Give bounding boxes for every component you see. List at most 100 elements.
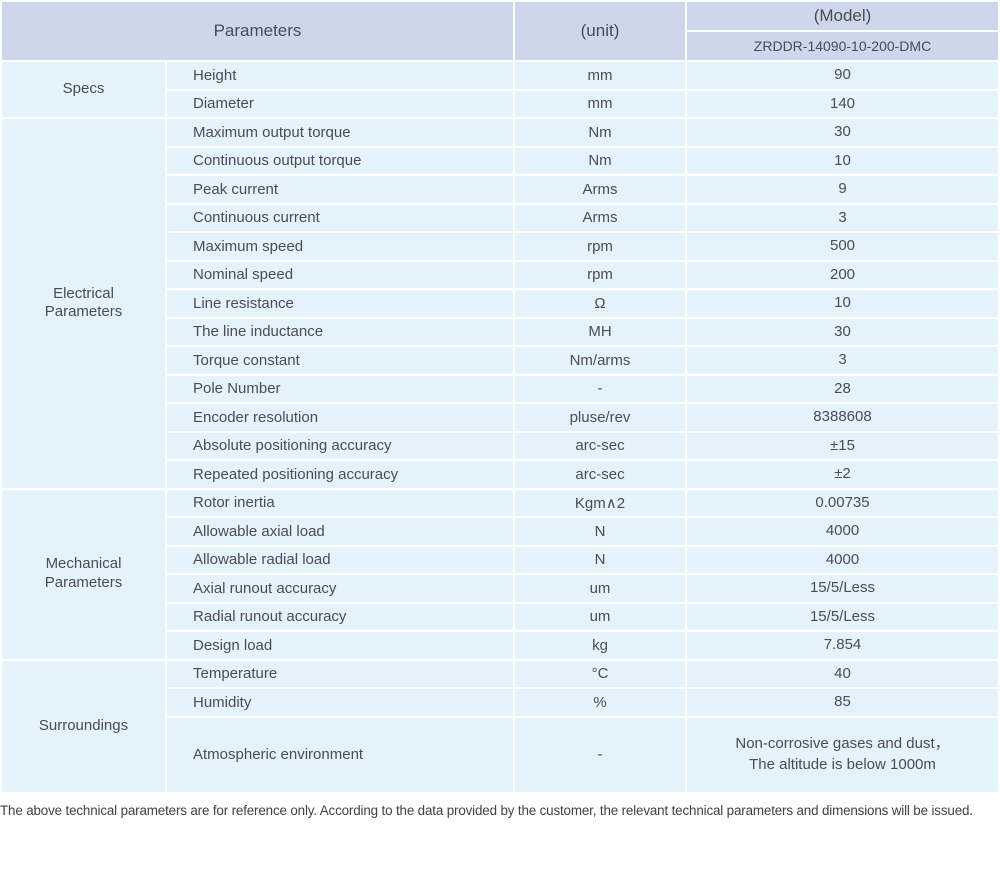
value-cell: 85 <box>687 689 1000 718</box>
header-model-number: ZRDDR-14090-10-200-DMC <box>687 32 1000 62</box>
param-cell: Line resistance <box>167 290 515 319</box>
param-cell: Maximum output torque <box>167 119 515 148</box>
unit-cell: rpm <box>515 233 687 262</box>
unit-cell: MH <box>515 318 687 347</box>
table-row: Repeated positioning accuracy arc-sec ±2 <box>2 461 1000 490</box>
category-cell: Surroundings <box>2 660 167 794</box>
table-row: Humidity% 85 <box>2 689 1000 718</box>
param-cell: Axial runout accuracy <box>167 575 515 604</box>
table-row: Surroundings Temperature °C 40 <box>2 660 1000 794</box>
value-cell: 3 <box>687 204 1000 233</box>
table-row: Nominal speed rpm 200 <box>2 261 1000 290</box>
category-cell: Electrical Parameters <box>2 119 167 490</box>
param-cell: Height <box>167 62 515 91</box>
value-cell: 200 <box>687 261 1000 290</box>
value-cell: 9 <box>687 176 1000 205</box>
unit-cell: Kgm∧2 <box>515 489 687 518</box>
table-row: Allowable radial load N 4000 <box>2 546 1000 575</box>
param-cell: Torque constant <box>167 347 515 376</box>
param-cell: Repeated positioning accuracy <box>167 461 515 490</box>
footer-note: The above technical parameters are for r… <box>0 802 973 818</box>
table-row: Radial runout accuracy um 15/5/Less <box>2 603 1000 632</box>
unit-cell: mm <box>515 90 687 119</box>
value-cell: ±2 <box>687 461 1000 490</box>
param-cell: Temperature <box>167 660 515 689</box>
param-cell: Nominal speed <box>167 261 515 290</box>
value-cell: Non-corrosive gases and dust， The altitu… <box>687 717 1000 794</box>
category-cell: Specs <box>2 62 167 119</box>
unit-cell: arc-sec <box>515 432 687 461</box>
unit-cell: - <box>515 375 687 404</box>
unit-cell: Nm/arms <box>515 347 687 376</box>
param-cell: Diameter <box>167 90 515 119</box>
value-cell: 7.854 <box>687 632 1000 661</box>
value-cell: ±15 <box>687 432 1000 461</box>
category-cell: Mechanical Parameters <box>2 489 167 661</box>
table-header: Parameters (unit) (Model) ZRDDR-14090-10… <box>2 2 1000 62</box>
value-cell: 10 <box>687 290 1000 319</box>
header-model: (Model) <box>687 2 1000 32</box>
value-cell: 3 <box>687 347 1000 376</box>
unit-cell: N <box>515 546 687 575</box>
value-cell: 4000 <box>687 518 1000 547</box>
unit-cell: % <box>515 689 687 718</box>
param-cell: Allowable radial load <box>167 546 515 575</box>
value-cell: 0.00735 <box>687 489 1000 518</box>
param-cell: Radial runout accuracy <box>167 603 515 632</box>
unit-cell: kg <box>515 632 687 661</box>
value-cell: 500 <box>687 233 1000 262</box>
value-cell: 8388608 <box>687 404 1000 433</box>
param-cell: Peak current <box>167 176 515 205</box>
value-cell: 10 <box>687 147 1000 176</box>
table-row: Axial runout accuracy um 15/5/Less <box>2 575 1000 604</box>
param-cell: Absolute positioning accuracy <box>167 432 515 461</box>
unit-cell: Ω <box>515 290 687 319</box>
table-row: Continuous output torque Nm 10 <box>2 147 1000 176</box>
unit-cell: rpm <box>515 261 687 290</box>
param-cell: Rotor inertia <box>167 489 515 518</box>
unit-cell: Arms <box>515 176 687 205</box>
table-row: Maximum speed rpm 500 <box>2 233 1000 262</box>
param-cell: Atmospheric environment <box>167 717 515 794</box>
unit-cell: Nm <box>515 147 687 176</box>
value-cell: 30 <box>687 318 1000 347</box>
param-cell: Pole Number <box>167 375 515 404</box>
unit-cell: mm <box>515 62 687 91</box>
unit-cell: Arms <box>515 204 687 233</box>
param-cell: Continuous output torque <box>167 147 515 176</box>
table-row: Line resistance Ω 10 <box>2 290 1000 319</box>
value-cell: 40 <box>687 660 1000 689</box>
unit-cell: N <box>515 518 687 547</box>
unit-cell: Nm <box>515 119 687 148</box>
value-cell: 15/5/Less <box>687 575 1000 604</box>
parameters-table: Parameters (unit) (Model) ZRDDR-14090-10… <box>0 0 1000 794</box>
value-cell: 90 <box>687 62 1000 91</box>
table-row: Pole Number -28 <box>2 375 1000 404</box>
table-row: Diameter mm 140 <box>2 90 1000 119</box>
param-cell: Humidity <box>167 689 515 718</box>
param-cell: Design load <box>167 632 515 661</box>
param-cell: Allowable axial load <box>167 518 515 547</box>
table-row: Specs Height mm 90 <box>2 62 1000 119</box>
value-cell: 15/5/Less <box>687 603 1000 632</box>
param-cell: Encoder resolution <box>167 404 515 433</box>
unit-cell: arc-sec <box>515 461 687 490</box>
table-row: Absolute positioning accuracy arc-sec ±15 <box>2 432 1000 461</box>
unit-cell: °C <box>515 660 687 689</box>
unit-cell: - <box>515 717 687 794</box>
table-row: Continuous current Arms 3 <box>2 204 1000 233</box>
header-parameters: Parameters <box>2 2 515 62</box>
unit-cell: um <box>515 575 687 604</box>
table-row: Encoder resolution pluse/rev 8388608 <box>2 404 1000 433</box>
table-row: Design load kg 7.854 <box>2 632 1000 661</box>
table-row: Mechanical Parameters Rotor inertia Kgm∧2 0… <box>2 489 1000 661</box>
header-unit: (unit) <box>515 2 687 62</box>
table-row: Electrical Parameters Maximum output torq… <box>2 119 1000 490</box>
value-cell: 28 <box>687 375 1000 404</box>
table-row: The line inductance MH 30 <box>2 318 1000 347</box>
table-row: Peak current Arms 9 <box>2 176 1000 205</box>
table-row: Atmospheric environment - Non-corrosive ga… <box>2 717 1000 794</box>
param-cell: Continuous current <box>167 204 515 233</box>
table-body: Specs Height mm 90 Diameter mm 140 Electrical P… <box>2 62 1000 794</box>
table-row: Allowable axial load N 4000 <box>2 518 1000 547</box>
